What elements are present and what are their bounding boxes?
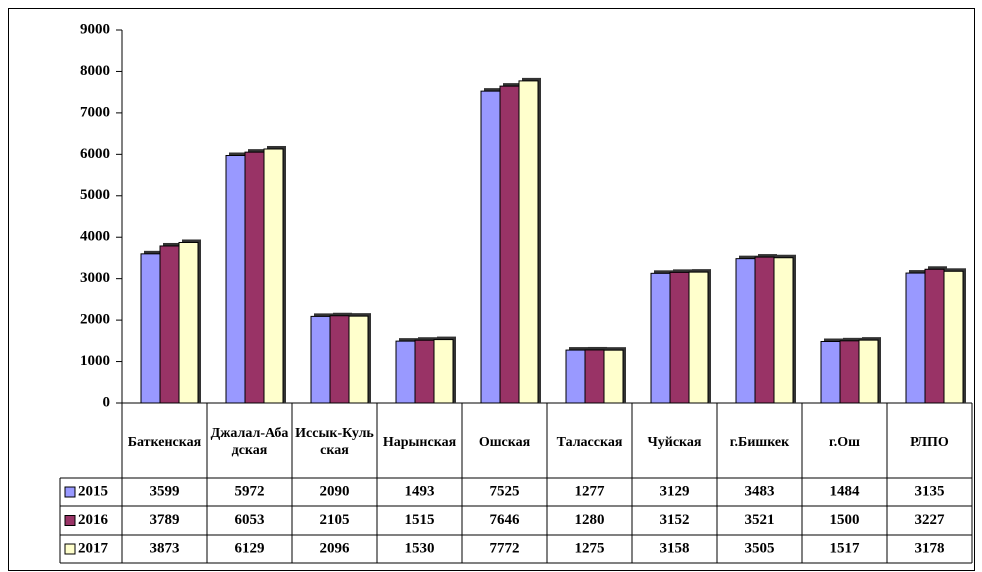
category-label: Баткенская [127, 434, 202, 450]
table-value: 3135 [915, 483, 945, 499]
legend-key [64, 486, 76, 498]
bar [159, 245, 180, 404]
bar [603, 349, 624, 404]
table-value: 3152 [660, 512, 690, 528]
y-tick-label: 4000 [80, 229, 110, 245]
table-value: 2105 [320, 512, 350, 528]
category-label: г.Бишкек [729, 434, 790, 450]
bar [584, 349, 605, 404]
bar [688, 271, 709, 404]
bar [820, 340, 841, 404]
table-value: 1515 [405, 512, 435, 528]
y-tick-label: 2000 [80, 312, 110, 328]
legend-label: 2017 [78, 540, 109, 556]
y-tick-label: 8000 [80, 63, 110, 79]
table-value: 3873 [150, 540, 180, 556]
y-tick-label: 6000 [80, 146, 110, 162]
table-value: 1500 [830, 512, 860, 528]
legend-label: 2016 [78, 512, 109, 528]
y-tick-label: 9000 [80, 21, 110, 37]
bar [480, 90, 501, 404]
category-label: Джалал-Абадская [210, 426, 289, 458]
legend-key [64, 543, 76, 555]
y-tick-label: 1000 [80, 353, 110, 369]
bar [225, 154, 246, 404]
bar [348, 315, 369, 404]
bar [310, 315, 331, 404]
y-tick-label: 0 [103, 394, 111, 410]
bar [858, 339, 879, 404]
category-label: РЛПО [910, 434, 949, 450]
table-value: 1484 [830, 483, 861, 499]
table-value: 1277 [575, 483, 606, 499]
bar [773, 257, 794, 404]
table-value: 2096 [320, 540, 351, 556]
table-value: 3129 [660, 483, 690, 499]
y-tick-label: 3000 [80, 270, 110, 286]
category-label: Иссык-Кульская [295, 426, 374, 458]
bar [735, 258, 756, 404]
category-label: Чуйская [647, 434, 702, 450]
bar [754, 256, 775, 404]
bar [329, 315, 350, 404]
table-value: 3789 [150, 512, 180, 528]
table-value: 1275 [575, 540, 605, 556]
table-value: 3178 [915, 540, 945, 556]
legend-key [64, 515, 76, 526]
table-value: 1280 [575, 512, 605, 528]
legend-label: 2015 [78, 483, 108, 499]
table-value: 6129 [235, 540, 265, 556]
bar [414, 339, 435, 404]
table-value: 1517 [830, 540, 861, 556]
bar [839, 340, 860, 404]
table-value: 1493 [405, 483, 435, 499]
table-value: 3521 [745, 512, 775, 528]
table-value: 2090 [320, 483, 350, 499]
category-label: Ошская [478, 434, 531, 450]
bar [669, 271, 690, 404]
bar [905, 272, 926, 404]
y-tick-label: 5000 [80, 187, 110, 203]
bar [244, 151, 265, 404]
bar [943, 270, 964, 404]
table-value: 6053 [235, 512, 265, 528]
table-value: 7646 [490, 512, 521, 528]
bar [565, 349, 586, 404]
table-value: 3505 [745, 540, 775, 556]
category-label: Таласская [556, 434, 623, 450]
table-value: 3599 [150, 483, 180, 499]
bar [178, 241, 199, 404]
category-label: Нарынская [382, 434, 457, 450]
table-value: 3483 [745, 483, 775, 499]
category-label: г.Ош [829, 434, 860, 450]
chart-border [8, 8, 975, 571]
y-tick-label: 7000 [80, 104, 110, 120]
table-value: 3227 [915, 512, 946, 528]
bar [924, 268, 945, 404]
table-value: 1530 [405, 540, 435, 556]
table-value: 7525 [490, 483, 520, 499]
bar [395, 340, 416, 404]
bar [263, 148, 284, 404]
bar [433, 339, 454, 404]
table-value: 7772 [490, 540, 520, 556]
bar [140, 253, 161, 404]
bar [518, 80, 539, 404]
table-value: 3158 [660, 540, 690, 556]
bar [650, 272, 671, 404]
bar [499, 85, 520, 404]
table-value: 5972 [235, 483, 265, 499]
